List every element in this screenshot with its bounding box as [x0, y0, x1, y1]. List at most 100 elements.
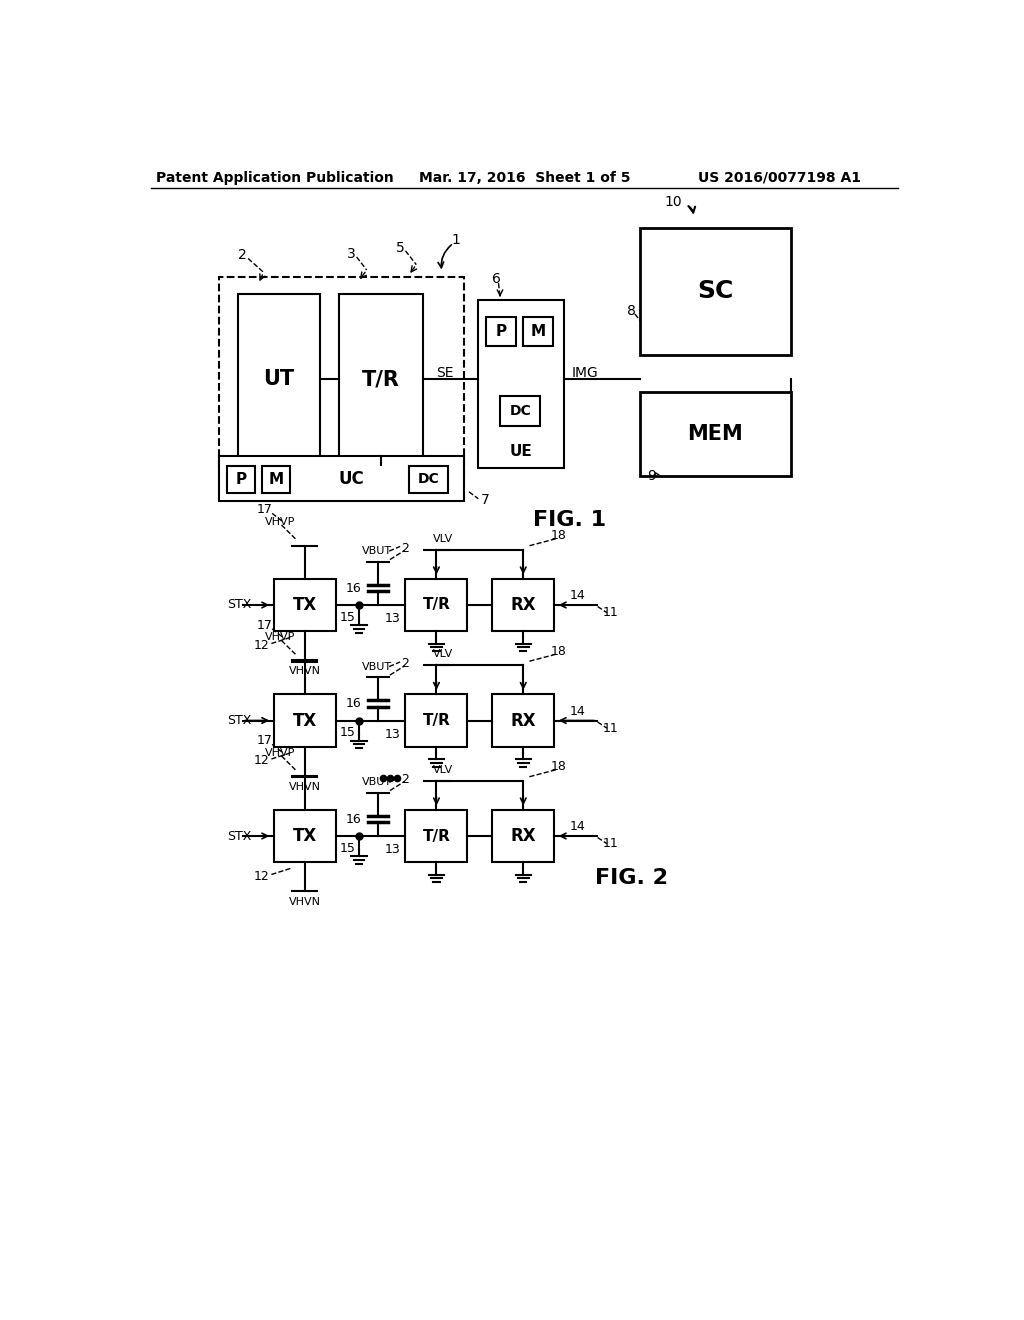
Text: 16: 16	[345, 582, 361, 594]
Text: DC: DC	[418, 473, 439, 487]
Text: M: M	[530, 325, 546, 339]
Bar	[219, 277, 464, 475]
Bar	[406, 810, 467, 862]
Text: STX: STX	[227, 829, 252, 842]
Bar	[262, 466, 290, 494]
Bar	[493, 810, 554, 862]
Text: 14: 14	[569, 820, 586, 833]
Text: 17: 17	[256, 619, 272, 631]
Text: 3: 3	[347, 247, 355, 261]
Bar	[273, 694, 336, 747]
Text: 11: 11	[602, 722, 618, 735]
Bar	[273, 810, 336, 862]
Text: SC: SC	[697, 280, 733, 304]
Text: 2: 2	[401, 541, 410, 554]
Text: 18: 18	[550, 529, 566, 543]
Text: 11: 11	[602, 837, 618, 850]
Text: VHVN: VHVN	[289, 667, 321, 676]
Text: STX: STX	[227, 598, 252, 611]
Text: VLV: VLV	[432, 764, 453, 775]
Text: T/R: T/R	[423, 829, 451, 843]
Text: 16: 16	[345, 697, 361, 710]
Text: IMG: IMG	[571, 366, 598, 380]
Text: Mar. 17, 2016  Sheet 1 of 5: Mar. 17, 2016 Sheet 1 of 5	[419, 170, 631, 185]
Text: VHVP: VHVP	[265, 748, 295, 758]
Bar	[410, 466, 449, 494]
Text: VBUT: VBUT	[361, 661, 392, 672]
Text: 13: 13	[385, 612, 400, 626]
Text: 6: 6	[493, 272, 502, 286]
Text: 13: 13	[385, 843, 400, 857]
Text: VHVN: VHVN	[289, 781, 321, 792]
Text: T/R: T/R	[423, 713, 451, 729]
Text: VBUT: VBUT	[361, 777, 392, 787]
Text: VHVP: VHVP	[265, 517, 295, 527]
Text: T/R: T/R	[361, 370, 399, 389]
Bar	[523, 317, 553, 346]
Text: UC: UC	[338, 470, 365, 487]
Text: RX: RX	[510, 711, 536, 730]
Text: UE: UE	[510, 444, 532, 458]
Text: TX: TX	[293, 597, 316, 614]
Text: 18: 18	[550, 644, 566, 657]
Text: RX: RX	[510, 828, 536, 845]
Text: 5: 5	[396, 240, 406, 255]
Text: P: P	[236, 473, 247, 487]
Bar	[478, 300, 563, 469]
Text: 15: 15	[340, 842, 356, 855]
Bar	[406, 694, 467, 747]
Text: VLV: VLV	[432, 649, 453, 659]
Text: 8: 8	[628, 304, 636, 318]
Text: VLV: VLV	[432, 533, 453, 544]
Text: MEM: MEM	[687, 424, 743, 444]
Bar	[238, 294, 321, 465]
Text: 2: 2	[401, 657, 410, 671]
Bar	[339, 294, 423, 465]
Bar	[273, 578, 336, 631]
Text: VBUT: VBUT	[361, 546, 392, 556]
Text: 11: 11	[602, 606, 618, 619]
Bar	[406, 578, 467, 631]
Text: DC: DC	[509, 404, 531, 418]
Text: 1: 1	[452, 234, 460, 247]
Text: TX: TX	[293, 711, 316, 730]
Text: Patent Application Publication: Patent Application Publication	[157, 170, 394, 185]
Text: RX: RX	[510, 597, 536, 614]
Text: FIG. 2: FIG. 2	[595, 869, 669, 888]
Text: 17: 17	[256, 734, 272, 747]
Text: 17: 17	[256, 503, 272, 516]
Text: 10: 10	[664, 195, 682, 210]
Text: FIG. 1: FIG. 1	[534, 511, 606, 531]
Text: 15: 15	[340, 726, 356, 739]
Text: US 2016/0077198 A1: US 2016/0077198 A1	[697, 170, 860, 185]
Bar	[640, 392, 791, 475]
Text: T/R: T/R	[423, 598, 451, 612]
Bar	[219, 457, 464, 502]
Bar	[493, 578, 554, 631]
Text: UT: UT	[263, 370, 295, 389]
Text: 2: 2	[239, 248, 247, 263]
Text: 2: 2	[401, 772, 410, 785]
Text: 16: 16	[345, 813, 361, 825]
Text: VHVP: VHVP	[265, 632, 295, 643]
Text: P: P	[496, 325, 506, 339]
Text: STX: STX	[227, 714, 252, 727]
Text: 12: 12	[254, 754, 270, 767]
Text: M: M	[268, 473, 284, 487]
Text: 14: 14	[569, 589, 586, 602]
Bar	[227, 466, 255, 494]
Text: 13: 13	[385, 727, 400, 741]
Text: 9: 9	[647, 469, 656, 483]
Text: TX: TX	[293, 828, 316, 845]
Text: 12: 12	[254, 639, 270, 652]
Text: SE: SE	[435, 366, 454, 380]
Bar	[493, 694, 554, 747]
Text: VHVN: VHVN	[289, 898, 321, 907]
Bar	[486, 317, 515, 346]
Text: 7: 7	[480, 494, 489, 507]
Text: 12: 12	[254, 870, 270, 883]
Text: 14: 14	[569, 705, 586, 718]
Bar	[640, 227, 791, 355]
Bar	[500, 396, 541, 425]
Text: 18: 18	[550, 760, 566, 774]
